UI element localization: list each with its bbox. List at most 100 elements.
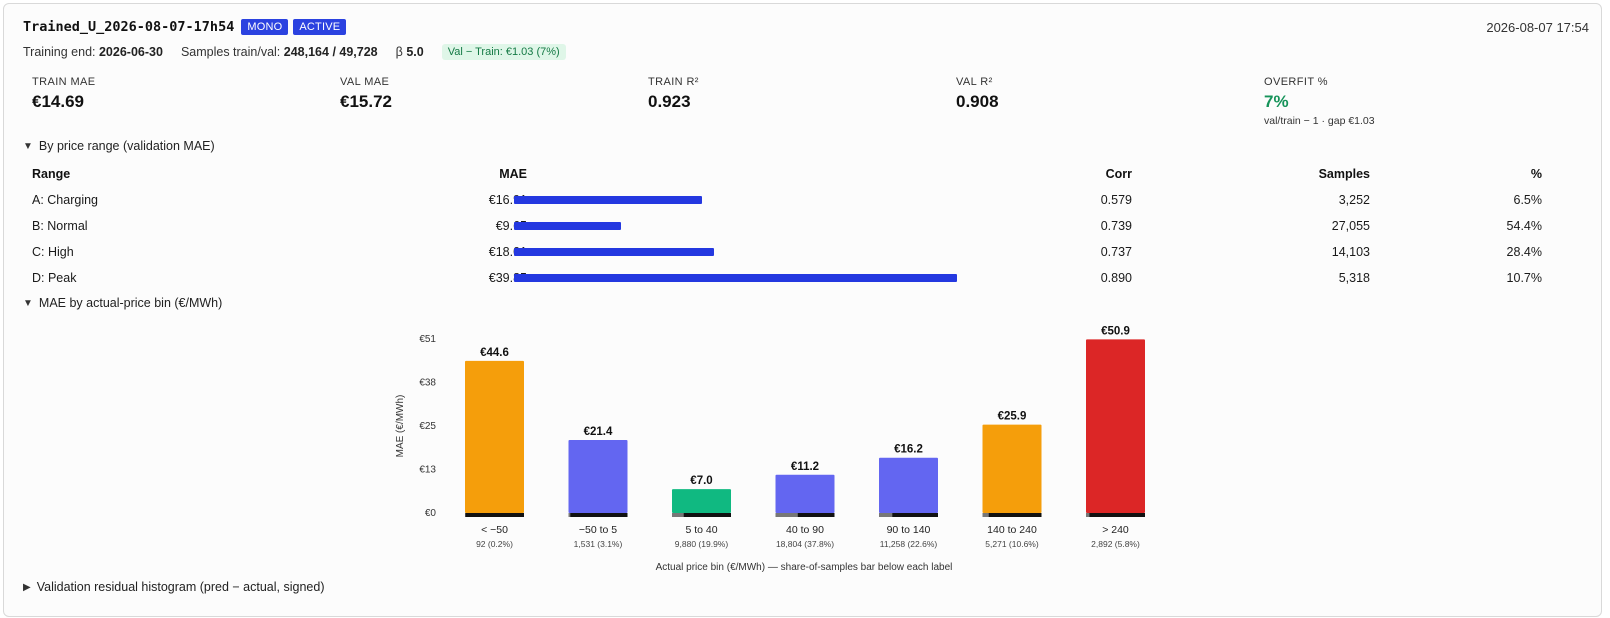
timestamp: 2026-08-07 17:54 xyxy=(1486,20,1589,35)
active-badge: ACTIVE xyxy=(293,19,347,35)
beta-label: β xyxy=(395,45,403,59)
y-tick-label: €0 xyxy=(425,508,437,519)
sample-count-label: 92 (0.2%) xyxy=(476,539,513,549)
share-bar-fill xyxy=(982,513,989,517)
metric-val-r2: VAL R² 0.908 xyxy=(956,76,1236,112)
range-pct: 10.7% xyxy=(1506,271,1542,285)
range-corr: 0.737 xyxy=(1100,245,1132,259)
bar-value-label: €16.2 xyxy=(894,444,923,456)
section-title: MAE by actual-price bin (€/MWh) xyxy=(38,296,223,310)
range-name: C: High xyxy=(32,245,74,259)
model-title: Trained_U_2026-08-07-17h54 xyxy=(23,19,235,35)
mae-bar xyxy=(514,196,702,204)
x-tick-label: 5 to 40 xyxy=(685,524,717,536)
samples-value: 248,164 / 49,728 xyxy=(283,45,378,59)
range-pct: 28.4% xyxy=(1506,245,1542,259)
metric-sub: val/train − 1 · gap €1.03 xyxy=(1264,115,1375,127)
metric-train-r2: TRAIN R² 0.923 xyxy=(648,76,928,112)
share-bar-track xyxy=(672,513,731,517)
range-corr: 0.579 xyxy=(1100,193,1132,207)
share-bar-track xyxy=(1086,513,1145,517)
share-bar-track xyxy=(982,513,1042,517)
bar xyxy=(775,474,835,513)
sample-count-label: 5,271 (10.6%) xyxy=(985,539,1039,549)
mae-bar xyxy=(514,248,715,256)
metric-value: 0.908 xyxy=(956,92,999,111)
range-samples: 5,318 xyxy=(1338,271,1370,285)
header-pct: % xyxy=(1530,167,1542,181)
metric-value: €15.72 xyxy=(340,92,392,111)
x-tick-label: −50 to 5 xyxy=(579,524,617,536)
share-bar-fill xyxy=(879,513,893,517)
metric-value: 0.923 xyxy=(648,92,691,111)
model-header: Trained_U_2026-08-07-17h54 MONO ACTIVE xyxy=(23,19,347,35)
sample-count-label: 18,804 (37.8%) xyxy=(776,539,834,549)
training-end: Training end: 2026-06-30 xyxy=(23,45,163,59)
mae-bin-chart: €0 €13 €25 €38 €51 MAE (€/MWh) €44.6 < −50 92 (0… xyxy=(384,316,1204,583)
gap-badge: Val − Train: €1.03 (7%) xyxy=(441,44,566,60)
bar xyxy=(879,457,938,513)
sample-count-label: 9,880 (19.9%) xyxy=(675,539,729,549)
share-bar-fill xyxy=(568,513,571,517)
range-samples: 14,103 xyxy=(1331,245,1370,259)
bar xyxy=(672,489,731,513)
x-tick-label: 140 to 240 xyxy=(987,524,1037,536)
bar xyxy=(1086,339,1145,513)
bar-value-label: €21.4 xyxy=(584,426,613,438)
sample-count-label: 11,258 (22.6%) xyxy=(880,539,938,549)
bar xyxy=(568,439,628,513)
range-pct: 54.4% xyxy=(1506,219,1542,233)
metric-train-mae: TRAIN MAE €14.69 xyxy=(32,76,312,112)
caret-down-icon: ▼ xyxy=(23,140,33,152)
section-toggle-by-range[interactable]: ▼ By price range (validation MAE) xyxy=(23,139,215,153)
range-name: D: Peak xyxy=(32,271,77,285)
range-name: A: Charging xyxy=(32,193,99,207)
bar-value-label: €7.0 xyxy=(690,475,712,487)
range-pct: 6.5% xyxy=(1513,193,1543,207)
share-bar-track xyxy=(568,513,628,517)
table-row: C: High €18.01 0.737 14,103 28.4% xyxy=(32,239,1542,265)
x-tick-label: 40 to 90 xyxy=(786,524,824,536)
bar-value-label: €44.6 xyxy=(480,347,509,359)
metric-label: VAL MAE xyxy=(340,76,390,88)
caret-right-icon: ▶ xyxy=(23,581,31,593)
metric-val-mae: VAL MAE €15.72 xyxy=(340,76,620,112)
share-bar-fill xyxy=(672,513,684,517)
metric-label: VAL R² xyxy=(956,76,993,88)
section-toggle-residual[interactable]: ▶ Validation residual histogram (pred − … xyxy=(23,580,324,594)
bar-value-label: €50.9 xyxy=(1101,325,1130,337)
section-toggle-by-bin[interactable]: ▼ MAE by actual-price bin (€/MWh) xyxy=(23,296,222,310)
x-tick-label: < −50 xyxy=(481,524,508,536)
sample-count-label: 1,531 (3.1%) xyxy=(574,539,623,549)
metric-label: OVERFIT % xyxy=(1264,76,1328,88)
training-end-value: 2026-06-30 xyxy=(98,45,163,59)
y-tick-label: €38 xyxy=(419,378,436,389)
range-table-header: Range MAE Corr Samples % xyxy=(32,161,1542,187)
header-samples: Samples xyxy=(1318,167,1370,181)
x-tick-label: > 240 xyxy=(1102,524,1129,536)
y-axis-label: MAE (€/MWh) xyxy=(395,395,406,458)
header-range: Range xyxy=(32,167,71,181)
header-corr: Corr xyxy=(1105,167,1132,181)
bar-value-label: €25.9 xyxy=(998,411,1027,423)
y-tick-label: €25 xyxy=(419,421,436,432)
table-row: B: Normal €9.65 0.739 27,055 54.4% xyxy=(32,213,1542,239)
y-tick-label: €51 xyxy=(419,334,436,345)
share-bar-track xyxy=(465,513,524,517)
range-corr: 0.739 xyxy=(1100,219,1132,233)
share-bar-fill xyxy=(465,513,466,517)
bar xyxy=(982,424,1042,513)
share-bar-fill xyxy=(775,513,798,517)
table-row: A: Charging €16.91 0.579 3,252 6.5% xyxy=(32,187,1542,213)
mono-badge: MONO xyxy=(241,19,289,35)
model-card: Trained_U_2026-08-07-17h54 MONO ACTIVE 2… xyxy=(3,3,1602,617)
range-samples: 27,055 xyxy=(1331,219,1370,233)
range-samples: 3,252 xyxy=(1338,193,1370,207)
metric-value: 7% xyxy=(1264,92,1289,111)
training-meta: Training end: 2026-06-30 Samples train/v… xyxy=(23,44,566,60)
y-tick-label: €13 xyxy=(419,465,436,476)
samples-label: Samples train/val: xyxy=(180,45,281,59)
metric-label: TRAIN MAE xyxy=(32,76,96,88)
training-end-label: Training end: xyxy=(23,45,96,59)
metric-value: €14.69 xyxy=(32,92,84,111)
